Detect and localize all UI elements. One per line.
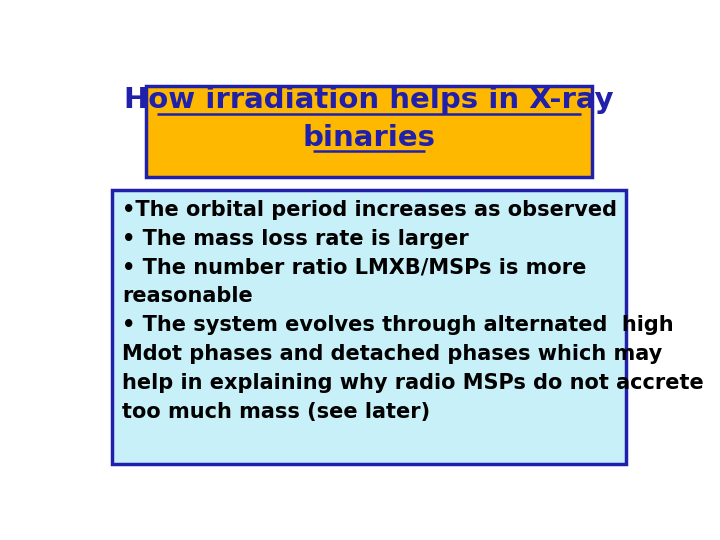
FancyBboxPatch shape	[112, 190, 626, 464]
Text: How irradiation helps in X-ray: How irradiation helps in X-ray	[124, 86, 614, 114]
Text: binaries: binaries	[302, 124, 436, 152]
FancyBboxPatch shape	[145, 85, 593, 177]
Text: •The orbital period increases as observed
• The mass loss rate is larger
• The n: •The orbital period increases as observe…	[122, 200, 704, 422]
